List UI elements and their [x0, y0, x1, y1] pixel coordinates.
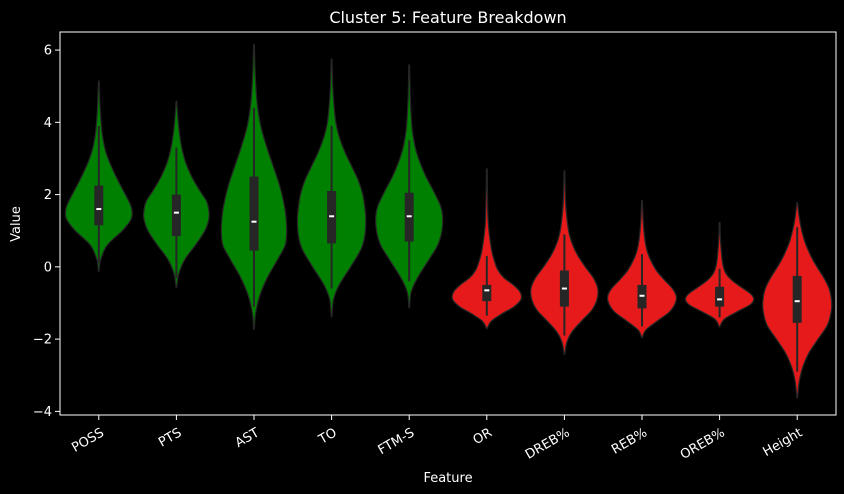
y-tick-label: −2 — [33, 333, 52, 348]
y-tick-label: 0 — [44, 260, 52, 275]
violin-dreb- — [530, 170, 599, 355]
violin-to — [296, 58, 367, 318]
violin-box — [94, 185, 104, 226]
violin-box — [715, 286, 725, 307]
violin-box — [792, 275, 802, 323]
violin-box — [171, 194, 181, 237]
y-axis: 6 4 2 0 −2 −4 — [33, 44, 60, 420]
violin-body — [451, 168, 523, 330]
violin-ftm-s — [375, 64, 444, 309]
plot-frame — [59, 31, 837, 416]
chart-title: Cluster 5: Feature Breakdown — [329, 8, 566, 27]
violin-layer — [64, 44, 833, 399]
violin-height — [762, 202, 833, 399]
y-tick-label: 6 — [44, 44, 52, 59]
violin-pts — [142, 100, 210, 289]
violin-ast — [220, 44, 288, 330]
violin-oreb- — [684, 221, 755, 328]
violin-reb- — [606, 199, 678, 339]
violin-box — [249, 176, 259, 251]
y-tick-label: 4 — [44, 116, 52, 131]
violin-or — [451, 168, 523, 330]
y-axis-label: Value — [9, 206, 24, 242]
x-axis-label: Feature — [423, 471, 472, 486]
violin-poss — [64, 80, 133, 272]
y-tick-label: −4 — [33, 405, 52, 420]
violin-box — [482, 284, 492, 302]
y-tick-label: 2 — [44, 188, 52, 203]
